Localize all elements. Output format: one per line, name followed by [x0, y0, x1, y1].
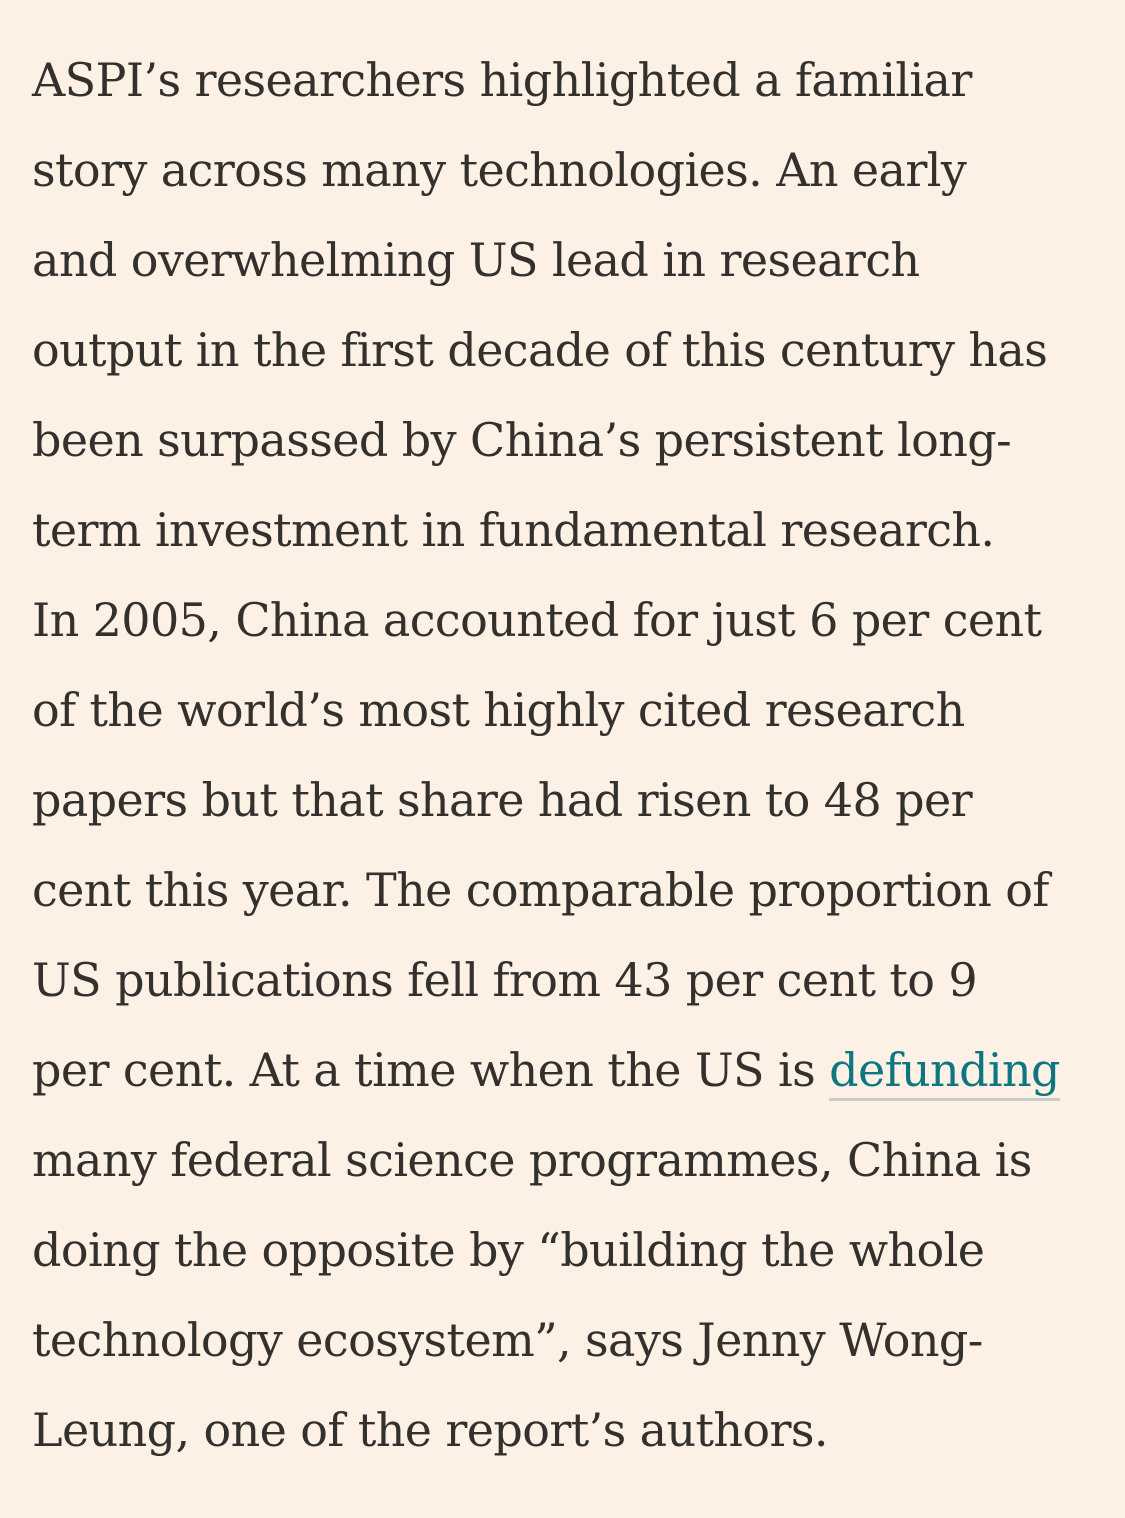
paragraph-line: papers but that share had risen to 48 pe… [32, 773, 973, 827]
paragraph-line: of the world’s most highly cited researc… [32, 683, 965, 737]
paragraph-line: ASPI’s researchers highlighted a familia… [32, 53, 972, 107]
defunding-link[interactable]: defunding [829, 1043, 1061, 1101]
paragraph-line: story across many technologies. An early [32, 143, 967, 197]
paragraph-line: US publications fell from 43 per cent to… [32, 953, 978, 1007]
paragraph-line: and overwhelming US lead in research [32, 233, 920, 287]
paragraph-line-text: per cent. At a time when the US is [32, 1043, 830, 1097]
paragraph-line: In 2005, China accounted for just 6 per … [32, 593, 1042, 647]
paragraph-line: many federal science programmes, China i… [32, 1133, 1032, 1187]
paragraph-line: Leung, one of the report’s authors. [32, 1403, 829, 1457]
paragraph-line: per cent. At a time when the US is defun… [32, 1035, 1061, 1105]
paragraph-line: output in the first decade of this centu… [32, 323, 1048, 377]
paragraph-line: cent this year. The comparable proportio… [32, 863, 1049, 917]
paragraph-line: technology ecosystem”, says Jenny Wong- [32, 1313, 983, 1367]
paragraph-line: doing the opposite by “building the whol… [32, 1223, 985, 1277]
paragraph-line: term investment in fundamental research. [32, 503, 995, 557]
paragraph-line: been surpassed by China’s persistent lon… [32, 413, 1012, 467]
